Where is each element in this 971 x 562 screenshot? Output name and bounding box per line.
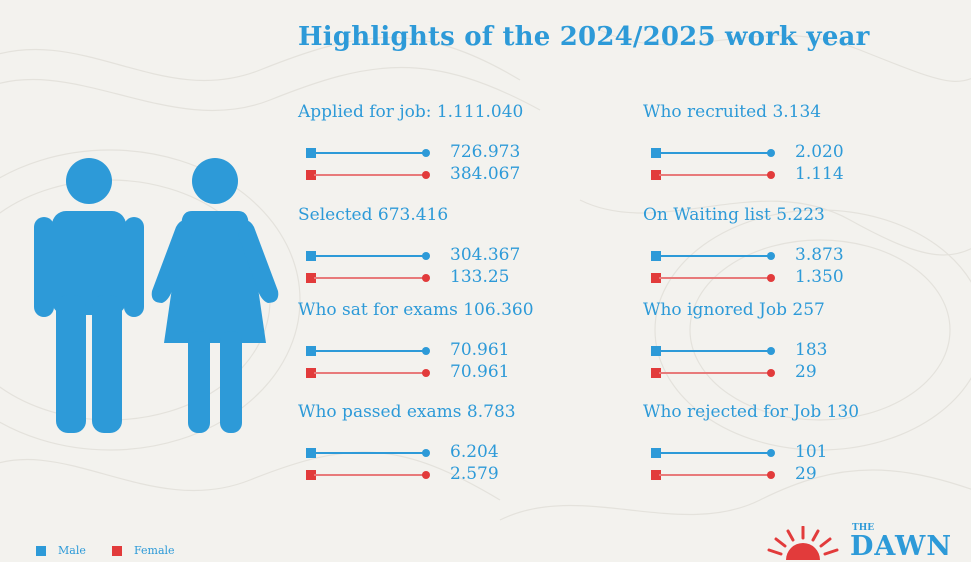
male-value: 70.961	[450, 340, 510, 360]
male-line-mark: 304.367	[306, 245, 596, 267]
female-dot	[767, 471, 775, 479]
male-square	[651, 251, 661, 261]
female-square	[306, 470, 316, 480]
male-value: 101	[795, 442, 828, 462]
logo-small-text: THE	[852, 523, 875, 533]
group-waiting-list: On Waiting list 5.223 3.873 1.350	[643, 205, 943, 303]
female-dot	[767, 171, 775, 179]
male-dot	[767, 149, 775, 157]
male-value: 304.367	[450, 245, 521, 265]
male-dot	[767, 252, 775, 260]
male-dot	[422, 449, 430, 457]
female-dot	[422, 274, 430, 282]
female-swatch	[112, 546, 122, 556]
female-line-mark: 2.579	[306, 464, 596, 486]
legend-female-label: Female	[134, 544, 175, 557]
group-recruited: Who recruited 3.134 2.020 1.114	[643, 102, 943, 200]
female-square	[651, 368, 661, 378]
female-dot	[422, 171, 430, 179]
male-swatch	[36, 546, 46, 556]
group-label: Who recruited 3.134	[643, 102, 822, 122]
male-dot	[422, 149, 430, 157]
male-line-mark: 101	[651, 442, 941, 464]
rising-sun-icon	[767, 526, 839, 560]
female-dot	[767, 274, 775, 282]
group-label: Who passed exams 8.783	[298, 402, 516, 422]
male-line-mark: 183	[651, 340, 941, 362]
group-label: Who ignored Job 257	[643, 300, 825, 320]
group-label: Who rejected for Job 130	[643, 402, 860, 422]
chart-title: Highlights of the 2024/2025 work year	[298, 22, 870, 52]
group-passed-exams: Who passed exams 8.783 6.204 2.579	[298, 402, 598, 500]
male-value: 3.873	[795, 245, 844, 265]
female-value: 133.25	[450, 267, 510, 287]
female-line-mark: 70.961	[306, 362, 596, 384]
male-value: 183	[795, 340, 828, 360]
male-square	[306, 148, 316, 158]
male-value: 726.973	[450, 142, 521, 162]
group-label: Applied for job: 1.111.040	[298, 102, 524, 122]
male-line-mark: 2.020	[651, 142, 941, 164]
female-line-mark: 1.114	[651, 164, 941, 186]
man-icon	[34, 158, 144, 433]
female-line-mark: 29	[651, 464, 941, 486]
male-dot	[767, 347, 775, 355]
male-line-mark: 6.204	[306, 442, 596, 464]
female-dot	[767, 369, 775, 377]
group-label: Who sat for exams 106.360	[298, 300, 534, 320]
male-square	[651, 346, 661, 356]
female-value: 70.961	[450, 362, 510, 382]
group-rejected-job: Who rejected for Job 130 101 29	[643, 402, 943, 500]
female-line-mark: 133.25	[306, 267, 596, 289]
female-value: 29	[795, 464, 817, 484]
logo-wordmark: DAWN	[850, 531, 953, 562]
female-value: 1.350	[795, 267, 844, 287]
male-line-mark: 726.973	[306, 142, 596, 164]
female-value: 384.067	[450, 164, 521, 184]
group-label: On Waiting list 5.223	[643, 205, 825, 225]
dawn-logo: THE DAWN	[766, 520, 971, 562]
female-square	[651, 170, 661, 180]
woman-icon	[151, 158, 279, 433]
male-square	[651, 148, 661, 158]
female-dot	[422, 471, 430, 479]
female-line-mark: 29	[651, 362, 941, 384]
legend-male-label: Male	[58, 544, 86, 557]
female-square	[306, 368, 316, 378]
male-dot	[422, 347, 430, 355]
female-value: 2.579	[450, 464, 499, 484]
group-ignored-job: Who ignored Job 257 183 29	[643, 300, 943, 398]
group-selected: Selected 673.416 304.367 133.25	[298, 205, 598, 303]
male-line-mark: 3.873	[651, 245, 941, 267]
male-square	[306, 346, 316, 356]
female-square	[306, 170, 316, 180]
male-dot	[767, 449, 775, 457]
male-line-mark: 70.961	[306, 340, 596, 362]
female-square	[306, 273, 316, 283]
female-value: 29	[795, 362, 817, 382]
female-line-mark: 1.350	[651, 267, 941, 289]
group-sat-exams: Who sat for exams 106.360 70.961 70.961	[298, 300, 598, 398]
female-square	[651, 273, 661, 283]
female-square	[651, 470, 661, 480]
female-line-mark: 384.067	[306, 164, 596, 186]
male-square	[306, 251, 316, 261]
female-dot	[422, 369, 430, 377]
female-value: 1.114	[795, 164, 844, 184]
group-applied: Applied for job: 1.111.040 726.973 384.0…	[298, 102, 598, 200]
male-square	[651, 448, 661, 458]
male-value: 6.204	[450, 442, 499, 462]
male-dot	[422, 252, 430, 260]
group-label: Selected 673.416	[298, 205, 449, 225]
male-square	[306, 448, 316, 458]
male-value: 2.020	[795, 142, 844, 162]
